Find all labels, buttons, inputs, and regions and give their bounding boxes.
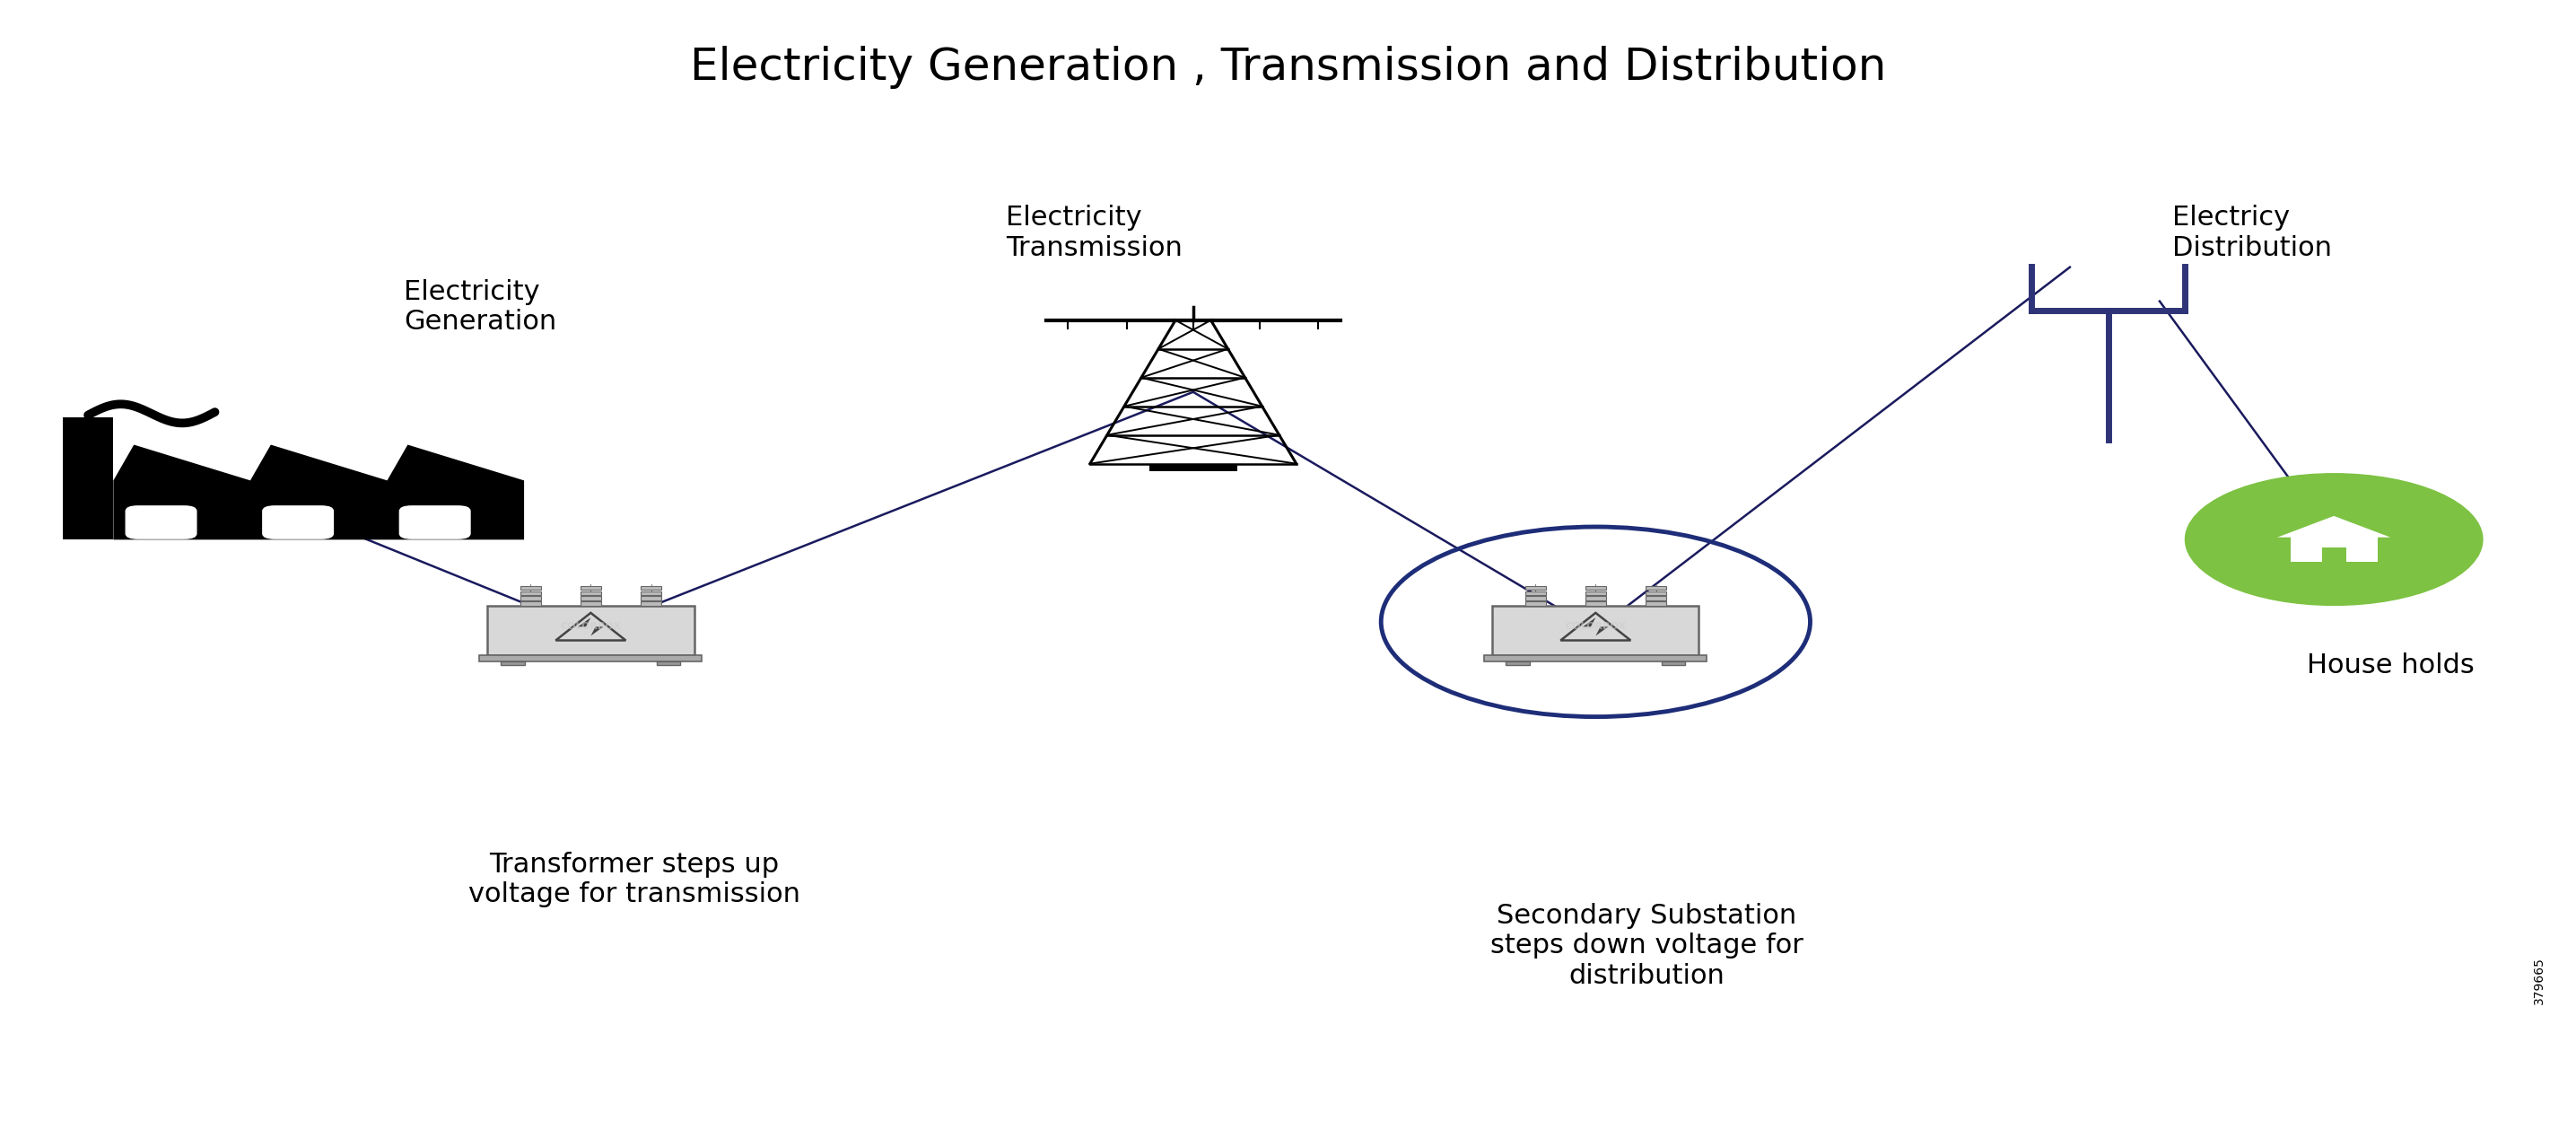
FancyBboxPatch shape [1525,602,1546,606]
FancyBboxPatch shape [580,586,600,590]
Bar [1662,662,1685,665]
FancyBboxPatch shape [1525,586,1546,590]
FancyBboxPatch shape [1646,591,1667,595]
Bar [1149,463,1236,471]
FancyBboxPatch shape [641,596,662,600]
FancyBboxPatch shape [263,506,335,539]
Polygon shape [2277,516,2391,537]
FancyBboxPatch shape [641,586,662,590]
Bar [500,662,526,665]
Text: Secondary Substation
steps down voltage for
distribution: Secondary Substation steps down voltage … [1492,903,1803,989]
Bar [1507,662,1530,665]
FancyBboxPatch shape [1584,602,1605,606]
Text: Electricity Generation , Transmission and Distribution: Electricity Generation , Transmission an… [690,46,1886,89]
FancyBboxPatch shape [126,506,196,539]
Bar [487,606,693,655]
FancyBboxPatch shape [580,602,600,606]
Text: Transformer steps up
voltage for transmission: Transformer steps up voltage for transmi… [469,851,801,907]
Text: Electricy
Distribution: Electricy Distribution [2172,205,2331,262]
FancyBboxPatch shape [1525,596,1546,600]
Polygon shape [113,445,523,540]
Bar [2290,533,2378,562]
FancyBboxPatch shape [1525,591,1546,595]
Bar [1484,655,1708,662]
FancyBboxPatch shape [520,602,541,606]
FancyBboxPatch shape [520,586,541,590]
Text: COLORBOX: COLORBOX [1566,622,1625,631]
FancyBboxPatch shape [1646,602,1667,606]
FancyBboxPatch shape [1584,586,1605,590]
Bar [657,662,680,665]
Bar [62,418,113,540]
FancyBboxPatch shape [580,591,600,595]
FancyBboxPatch shape [520,596,541,600]
FancyBboxPatch shape [580,596,600,600]
FancyBboxPatch shape [520,591,541,595]
Text: 379665: 379665 [2532,957,2545,1005]
Text: COLORBOX: COLORBOX [559,622,621,631]
Text: Electricity
Generation: Electricity Generation [404,279,556,335]
FancyBboxPatch shape [641,602,662,606]
FancyBboxPatch shape [1584,591,1605,595]
FancyBboxPatch shape [1646,586,1667,590]
FancyBboxPatch shape [399,506,471,539]
Bar [1492,606,1700,655]
FancyBboxPatch shape [1584,596,1605,600]
FancyBboxPatch shape [1646,596,1667,600]
Text: Electricity
Transmission: Electricity Transmission [1007,205,1182,262]
Text: House holds: House holds [2306,653,2473,679]
FancyBboxPatch shape [641,591,662,595]
Bar [479,655,703,662]
Circle shape [2184,474,2483,606]
Polygon shape [1582,617,1607,635]
Bar [2321,548,2347,562]
Polygon shape [577,617,603,635]
